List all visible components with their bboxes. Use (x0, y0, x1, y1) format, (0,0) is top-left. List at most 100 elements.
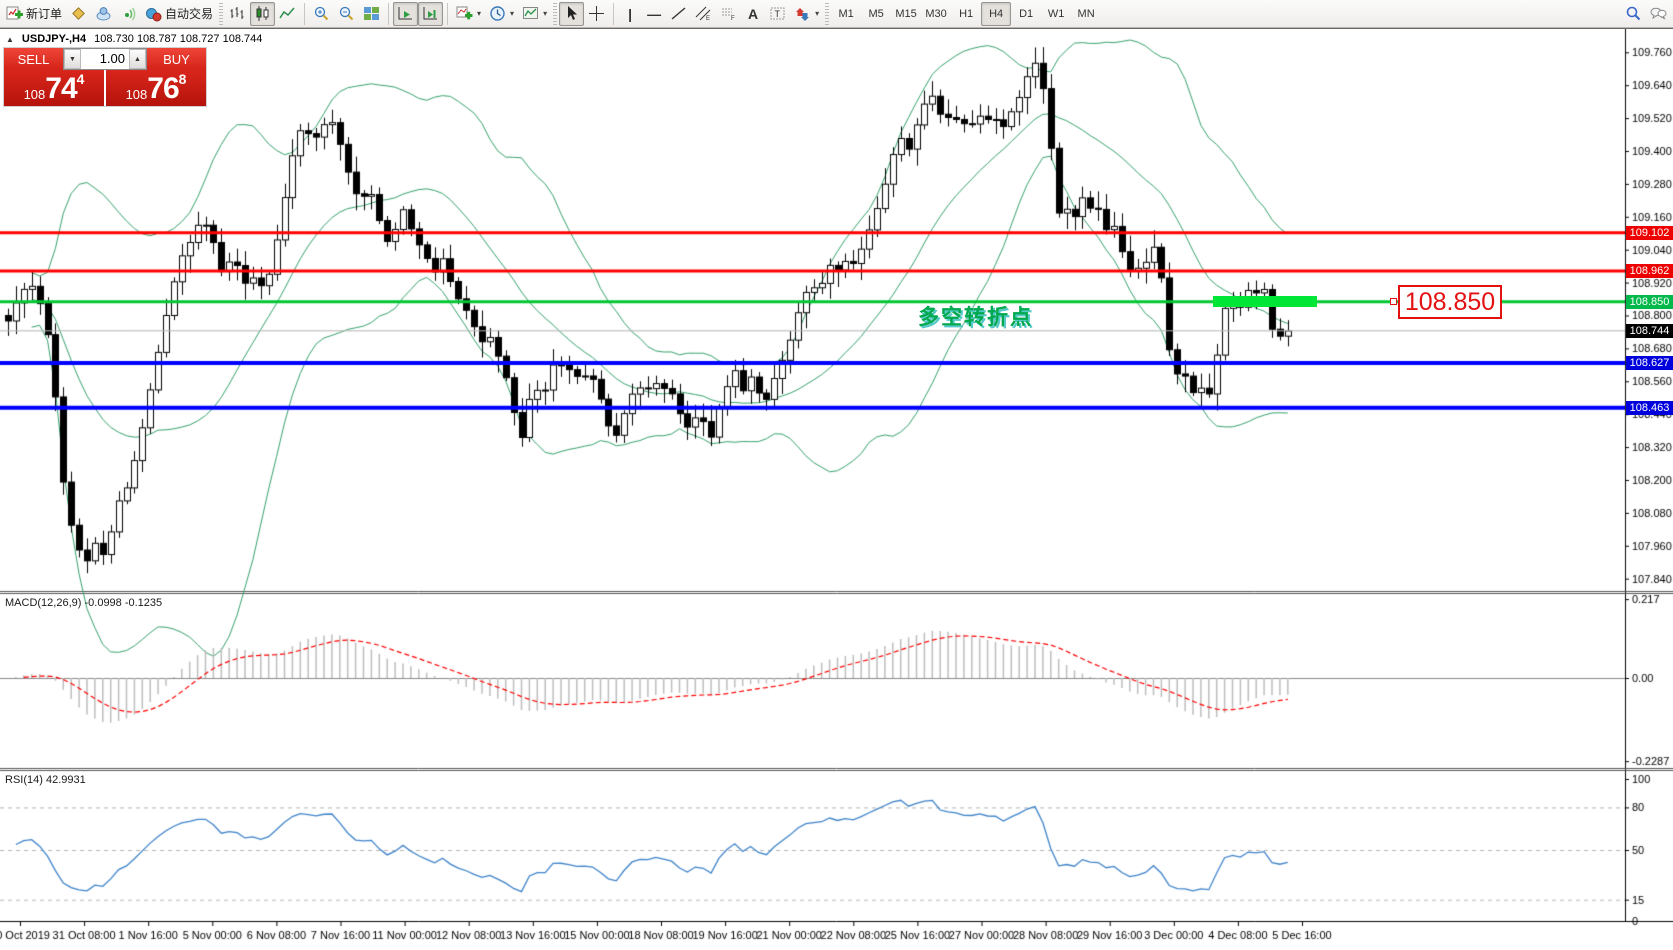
candlestick-icon (256, 6, 269, 21)
macd-label: MACD(12,26,9) (5, 597, 82, 609)
timeframe-m15-button[interactable]: M15 (895, 7, 917, 20)
macd-header: MACD(12,26,9) -0.0998 -0.1235 (5, 597, 162, 609)
new-order-icon (6, 6, 23, 20)
text-label-tool-button[interactable]: T (765, 2, 790, 26)
community-icon (96, 7, 111, 21)
text-tool-button[interactable]: A (748, 5, 759, 22)
fibonacci-icon: F (722, 8, 735, 22)
price-axis-label-109.102[interactable]: 109.102 (1626, 225, 1673, 240)
toolbar-grip (219, 2, 224, 25)
price-chart-canvas[interactable] (0, 29, 1673, 950)
templates-button[interactable]: ▾ (518, 2, 551, 26)
buy-button[interactable]: BUY (147, 48, 206, 70)
price-axis-label-108.627[interactable]: 108.627 (1626, 355, 1673, 370)
new-order-button[interactable]: 新订单 (2, 2, 66, 26)
one-click-trading-panel: SELL ▼ 1.00 ▲ BUY 108 74 4 108 76 8 (3, 47, 207, 107)
buy-price-button[interactable]: 108 76 8 (106, 70, 206, 106)
indicators-button[interactable]: ▾ (452, 2, 485, 26)
timeframe-h4-button[interactable]: H4 (981, 1, 1012, 26)
tile-windows-button[interactable] (359, 2, 384, 26)
clock-icon (490, 6, 505, 21)
price-axis-label-108.744[interactable]: 108.744 (1626, 323, 1673, 338)
sell-button[interactable]: SELL (4, 48, 63, 70)
trendline-tool-button[interactable] (666, 2, 691, 26)
autotrading-button[interactable]: 自动交易 (141, 2, 217, 26)
signals-button[interactable] (116, 2, 141, 26)
zoom-out-icon (339, 6, 354, 21)
equidistant-channel-tool-button[interactable]: E (691, 2, 716, 26)
volume-value[interactable]: 1.00 (99, 51, 125, 66)
volume-spinner: ▼ 1.00 ▲ (63, 48, 147, 70)
svg-text:E: E (706, 16, 710, 22)
new-order-label: 新订单 (26, 7, 63, 21)
cursor-tool-button[interactable] (559, 1, 585, 26)
auto-scroll-button[interactable] (393, 1, 419, 26)
sell-price-big: 74 (45, 72, 77, 105)
price-axis-label-108.962[interactable]: 108.962 (1626, 264, 1673, 279)
chart-header: ▲ USDJPY-,H4 108.730 108.787 108.727 108… (6, 33, 262, 45)
buy-price-major: 108 (125, 87, 148, 102)
chat-button[interactable] (1646, 2, 1671, 26)
sell-price-button[interactable]: 108 74 4 (4, 70, 104, 106)
zoom-out-button[interactable] (334, 2, 359, 26)
channel-icon: E (695, 6, 711, 22)
main-toolbar: 新订单 自动交易 ▾ ▾ (0, 0, 1673, 28)
trendline-icon (671, 7, 686, 20)
bar-chart-button[interactable] (225, 2, 250, 26)
periods-caret: ▾ (510, 9, 515, 18)
autotrading-label: 自动交易 (165, 7, 214, 21)
volume-increase-button[interactable]: ▲ (129, 49, 146, 69)
toolbar-grip (825, 2, 830, 25)
macd-values: -0.0998 -0.1235 (84, 597, 163, 609)
line-chart-icon (279, 7, 295, 19)
vertical-line-tool-button[interactable]: | (628, 5, 633, 22)
collapse-icon[interactable]: ▲ (6, 34, 14, 44)
chart-window: ▲ USDJPY-,H4 108.730 108.787 108.727 108… (0, 28, 1673, 950)
search-button[interactable] (1621, 2, 1646, 26)
zoom-in-icon (314, 6, 329, 21)
volume-decrease-button[interactable]: ▼ (64, 49, 81, 69)
timeframe-m5-button[interactable]: M5 (868, 7, 884, 20)
favorites-button[interactable] (66, 2, 91, 26)
symbol-period-label: USDJPY-,H4 (21, 33, 87, 45)
periods-button[interactable]: ▾ (485, 2, 518, 26)
annotation-text[interactable]: 多空转折点 (918, 306, 1033, 329)
buy-price-big: 76 (147, 72, 179, 105)
tile-windows-icon (364, 7, 380, 20)
timeframe-h1-button[interactable]: H1 (959, 7, 974, 20)
timeframe-mn-button[interactable]: MN (1077, 7, 1095, 20)
green-highlight-bar[interactable] (1213, 296, 1317, 307)
arrows-icon (796, 8, 810, 21)
zoom-in-button[interactable] (309, 2, 334, 26)
svg-text:T: T (775, 9, 781, 19)
indicators-icon (456, 6, 473, 20)
community-button[interactable] (91, 2, 116, 26)
price-axis-label-108.850[interactable]: 108.850 (1626, 294, 1673, 309)
signals-icon (125, 7, 136, 21)
fibonacci-tool-button[interactable]: F (716, 2, 741, 26)
arrows-tool-button[interactable]: ▾ (790, 2, 823, 26)
candlestick-chart-button[interactable] (250, 1, 276, 26)
timeframe-w1-button[interactable]: W1 (1047, 7, 1065, 20)
sell-price-major: 108 (23, 87, 46, 102)
line-chart-button[interactable] (275, 2, 300, 26)
chart-shift-button[interactable] (418, 1, 444, 26)
timeframe-d1-button[interactable]: D1 (1019, 7, 1034, 20)
horizontal-line-tool-button[interactable]: — (647, 5, 662, 22)
rsi-value: 42.9931 (45, 774, 86, 786)
auto-scroll-icon (398, 7, 413, 20)
crosshair-tool-button[interactable] (584, 2, 609, 26)
template-icon (523, 7, 539, 19)
indicators-caret: ▾ (477, 9, 482, 18)
rsi-header: RSI(14) 42.9931 (5, 774, 86, 786)
timeframe-m30-button[interactable]: M30 (925, 7, 947, 20)
price-axis-label-108.463[interactable]: 108.463 (1626, 400, 1673, 415)
big-price-label[interactable]: 108.850 (1398, 285, 1502, 319)
price-label-handle[interactable] (1390, 298, 1397, 305)
crosshair-icon (589, 6, 605, 21)
ohlc-values: 108.730 108.787 108.727 108.744 (94, 33, 263, 45)
templates-caret: ▾ (543, 9, 548, 18)
search-icon (1626, 6, 1641, 21)
sell-price-pips: 4 (76, 71, 85, 87)
timeframe-m1-button[interactable]: M1 (838, 7, 854, 20)
